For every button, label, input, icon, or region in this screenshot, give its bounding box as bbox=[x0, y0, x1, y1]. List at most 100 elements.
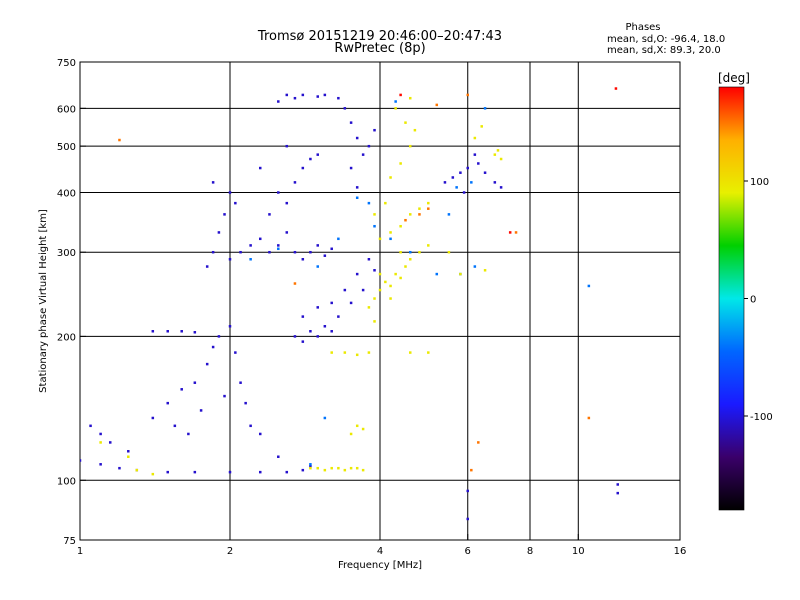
data-point bbox=[408, 258, 412, 261]
data-point bbox=[483, 171, 487, 174]
y-tick-label: 100 bbox=[57, 476, 76, 487]
data-point bbox=[470, 468, 473, 472]
data-point bbox=[285, 93, 289, 97]
data-point bbox=[466, 166, 469, 170]
data-point bbox=[285, 470, 289, 474]
data-point bbox=[355, 353, 359, 357]
colorbar-ticks: 100 0 -100 bbox=[744, 177, 773, 423]
data-point bbox=[151, 330, 155, 333]
y-tick-label: 200 bbox=[57, 332, 76, 343]
data-point bbox=[309, 463, 312, 466]
data-point bbox=[316, 265, 319, 268]
data-point bbox=[268, 213, 271, 216]
data-point bbox=[228, 325, 232, 328]
data-point bbox=[301, 93, 305, 97]
data-point bbox=[249, 244, 252, 247]
data-point bbox=[616, 491, 619, 495]
data-point bbox=[399, 224, 402, 228]
data-point bbox=[309, 330, 312, 333]
data-point bbox=[394, 100, 397, 103]
data-point bbox=[80, 459, 82, 462]
chart-subtitle: RwPretec (8p) bbox=[334, 41, 425, 56]
data-point bbox=[223, 394, 226, 398]
data-point bbox=[466, 489, 469, 493]
data-point bbox=[394, 272, 397, 276]
data-point bbox=[361, 427, 365, 431]
grid-lines bbox=[80, 62, 680, 540]
data-point bbox=[217, 335, 221, 338]
data-point bbox=[151, 472, 155, 476]
data-point bbox=[301, 340, 305, 343]
data-point bbox=[470, 181, 473, 184]
data-point bbox=[355, 424, 359, 428]
data-point bbox=[258, 432, 262, 436]
data-point bbox=[399, 93, 402, 97]
data-point bbox=[361, 288, 365, 292]
data-point bbox=[193, 331, 197, 334]
y-tick-label: 75 bbox=[63, 536, 76, 547]
data-point bbox=[435, 103, 439, 107]
data-point bbox=[418, 207, 421, 210]
data-point bbox=[462, 191, 466, 194]
data-point bbox=[337, 237, 340, 241]
data-point bbox=[316, 153, 319, 156]
data-point bbox=[99, 432, 102, 436]
data-point bbox=[587, 284, 591, 288]
data-point bbox=[323, 468, 327, 472]
data-point bbox=[337, 466, 340, 470]
data-point bbox=[228, 258, 232, 261]
data-point bbox=[373, 128, 376, 132]
data-point bbox=[166, 470, 169, 474]
data-point bbox=[99, 463, 102, 466]
data-point bbox=[355, 136, 359, 140]
data-point bbox=[316, 306, 319, 309]
data-point bbox=[373, 213, 376, 216]
data-point bbox=[249, 424, 252, 428]
colorbar bbox=[718, 86, 745, 511]
data-point bbox=[309, 250, 312, 254]
data-point bbox=[404, 121, 407, 124]
data-point bbox=[199, 409, 203, 412]
data-point bbox=[496, 149, 500, 152]
data-point bbox=[349, 466, 353, 470]
y-tick-label: 300 bbox=[57, 248, 76, 259]
data-point bbox=[404, 265, 407, 268]
data-point bbox=[316, 335, 319, 338]
y-tick-label: 500 bbox=[57, 142, 76, 153]
data-point bbox=[355, 186, 359, 189]
data-point bbox=[355, 272, 359, 276]
data-point bbox=[180, 388, 183, 391]
data-point bbox=[151, 416, 155, 420]
data-point bbox=[244, 401, 247, 405]
data-point bbox=[301, 468, 305, 472]
data-point bbox=[337, 315, 340, 318]
x-tick-label: 2 bbox=[227, 546, 233, 557]
data-point bbox=[234, 351, 237, 354]
data-point bbox=[316, 95, 319, 98]
data-point bbox=[473, 136, 477, 140]
data-point bbox=[277, 455, 280, 459]
data-point bbox=[408, 144, 412, 148]
data-point bbox=[277, 244, 280, 247]
data-point bbox=[355, 196, 359, 200]
data-point bbox=[337, 96, 340, 100]
axis-ticks: 1 2 4 6 8 10 16 75 100 200 300 400 500 600 750 bbox=[57, 58, 686, 557]
data-point bbox=[389, 237, 392, 241]
data-point bbox=[330, 351, 333, 354]
data-point bbox=[301, 315, 305, 318]
data-point bbox=[268, 250, 271, 254]
data-point bbox=[483, 107, 487, 110]
data-point bbox=[309, 157, 312, 161]
data-point bbox=[399, 162, 402, 165]
data-point bbox=[343, 468, 347, 472]
x-axis-label: Frequency [MHz] bbox=[338, 560, 422, 571]
data-point bbox=[418, 250, 421, 254]
data-point bbox=[330, 301, 333, 305]
data-point bbox=[447, 250, 451, 254]
data-point bbox=[373, 224, 376, 228]
y-axis-label: Stationary phase Virtual Height [km] bbox=[38, 209, 49, 393]
data-point bbox=[301, 258, 305, 261]
data-point bbox=[127, 450, 130, 453]
data-point bbox=[293, 335, 297, 338]
